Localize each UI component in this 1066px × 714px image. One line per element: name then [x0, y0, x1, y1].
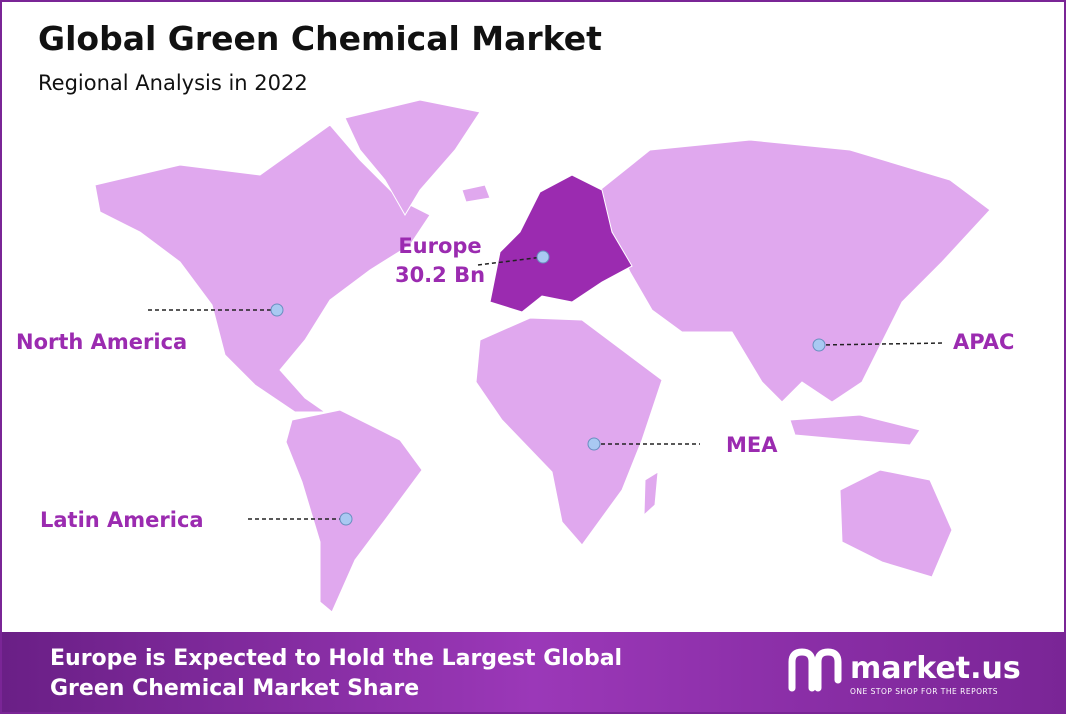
logo-name: market.us [850, 651, 1021, 686]
region-marker [270, 303, 284, 317]
australia [839, 469, 953, 578]
region-label: MEA [726, 433, 778, 457]
footer-band [2, 632, 1064, 712]
leader-line [477, 256, 544, 266]
region-value: 30.2 Bn [395, 263, 485, 287]
leader-line [818, 342, 946, 346]
asia [599, 139, 991, 403]
region-label: Latin America [40, 508, 204, 532]
region-label: APAC [953, 330, 1014, 354]
indonesia [789, 414, 921, 446]
madagascar [643, 471, 659, 517]
europe [489, 174, 633, 313]
region-marker [812, 338, 826, 352]
region-marker [339, 512, 353, 526]
region-label: North America [16, 330, 187, 354]
logo-tagline: ONE STOP SHOP FOR THE REPORTS [850, 687, 998, 696]
region-marker [587, 437, 601, 451]
subtitle: Regional Analysis in 2022 [38, 71, 308, 95]
footer-text: Europe is Expected to Hold the Largest G… [50, 646, 622, 671]
region-marker [536, 250, 550, 264]
region-label: Europe [398, 234, 481, 258]
logo: market.us ONE STOP SHOP FOR THE REPORTS [788, 648, 1021, 696]
iceland [461, 184, 491, 203]
north-america [94, 124, 431, 413]
callouts: Europe 30.2 Bn North America APAC MEA La… [16, 234, 1014, 532]
greenland [344, 99, 481, 216]
south-america [285, 409, 423, 613]
world-map [94, 99, 991, 613]
title: Global Green Chemical Market [38, 19, 602, 58]
logo-icon [788, 648, 842, 692]
footer-text: Green Chemical Market Share [50, 676, 419, 701]
africa [475, 317, 663, 546]
